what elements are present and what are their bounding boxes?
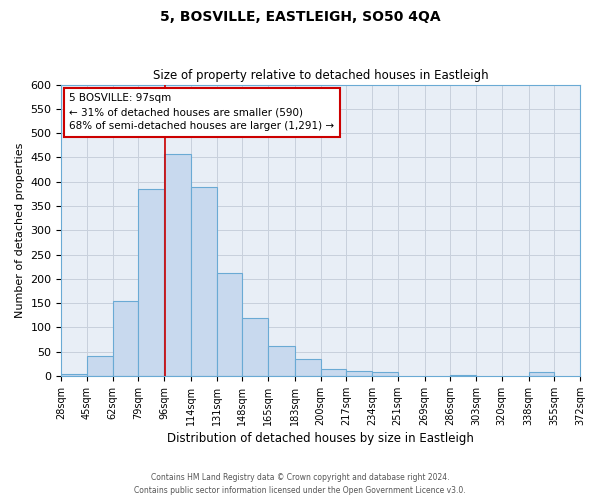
Title: Size of property relative to detached houses in Eastleigh: Size of property relative to detached ho… xyxy=(153,69,488,82)
Bar xyxy=(138,189,164,376)
Text: 5, BOSVILLE, EASTLEIGH, SO50 4QA: 5, BOSVILLE, EASTLEIGH, SO50 4QA xyxy=(160,10,440,24)
Bar xyxy=(113,300,138,376)
Bar xyxy=(451,374,476,376)
Y-axis label: Number of detached properties: Number of detached properties xyxy=(15,142,25,318)
Bar xyxy=(217,272,242,376)
Bar xyxy=(346,371,372,376)
Text: 5 BOSVILLE: 97sqm
← 31% of detached houses are smaller (590)
68% of semi-detache: 5 BOSVILLE: 97sqm ← 31% of detached hous… xyxy=(69,94,334,132)
Text: Contains HM Land Registry data © Crown copyright and database right 2024.
Contai: Contains HM Land Registry data © Crown c… xyxy=(134,474,466,495)
Bar xyxy=(295,359,321,376)
Bar xyxy=(321,368,346,376)
Bar xyxy=(372,372,398,376)
X-axis label: Distribution of detached houses by size in Eastleigh: Distribution of detached houses by size … xyxy=(167,432,474,445)
Bar xyxy=(87,356,113,376)
Bar xyxy=(529,372,554,376)
Bar xyxy=(242,318,268,376)
Bar xyxy=(164,154,191,376)
Bar xyxy=(191,186,217,376)
Bar xyxy=(268,346,295,376)
Bar xyxy=(61,374,87,376)
